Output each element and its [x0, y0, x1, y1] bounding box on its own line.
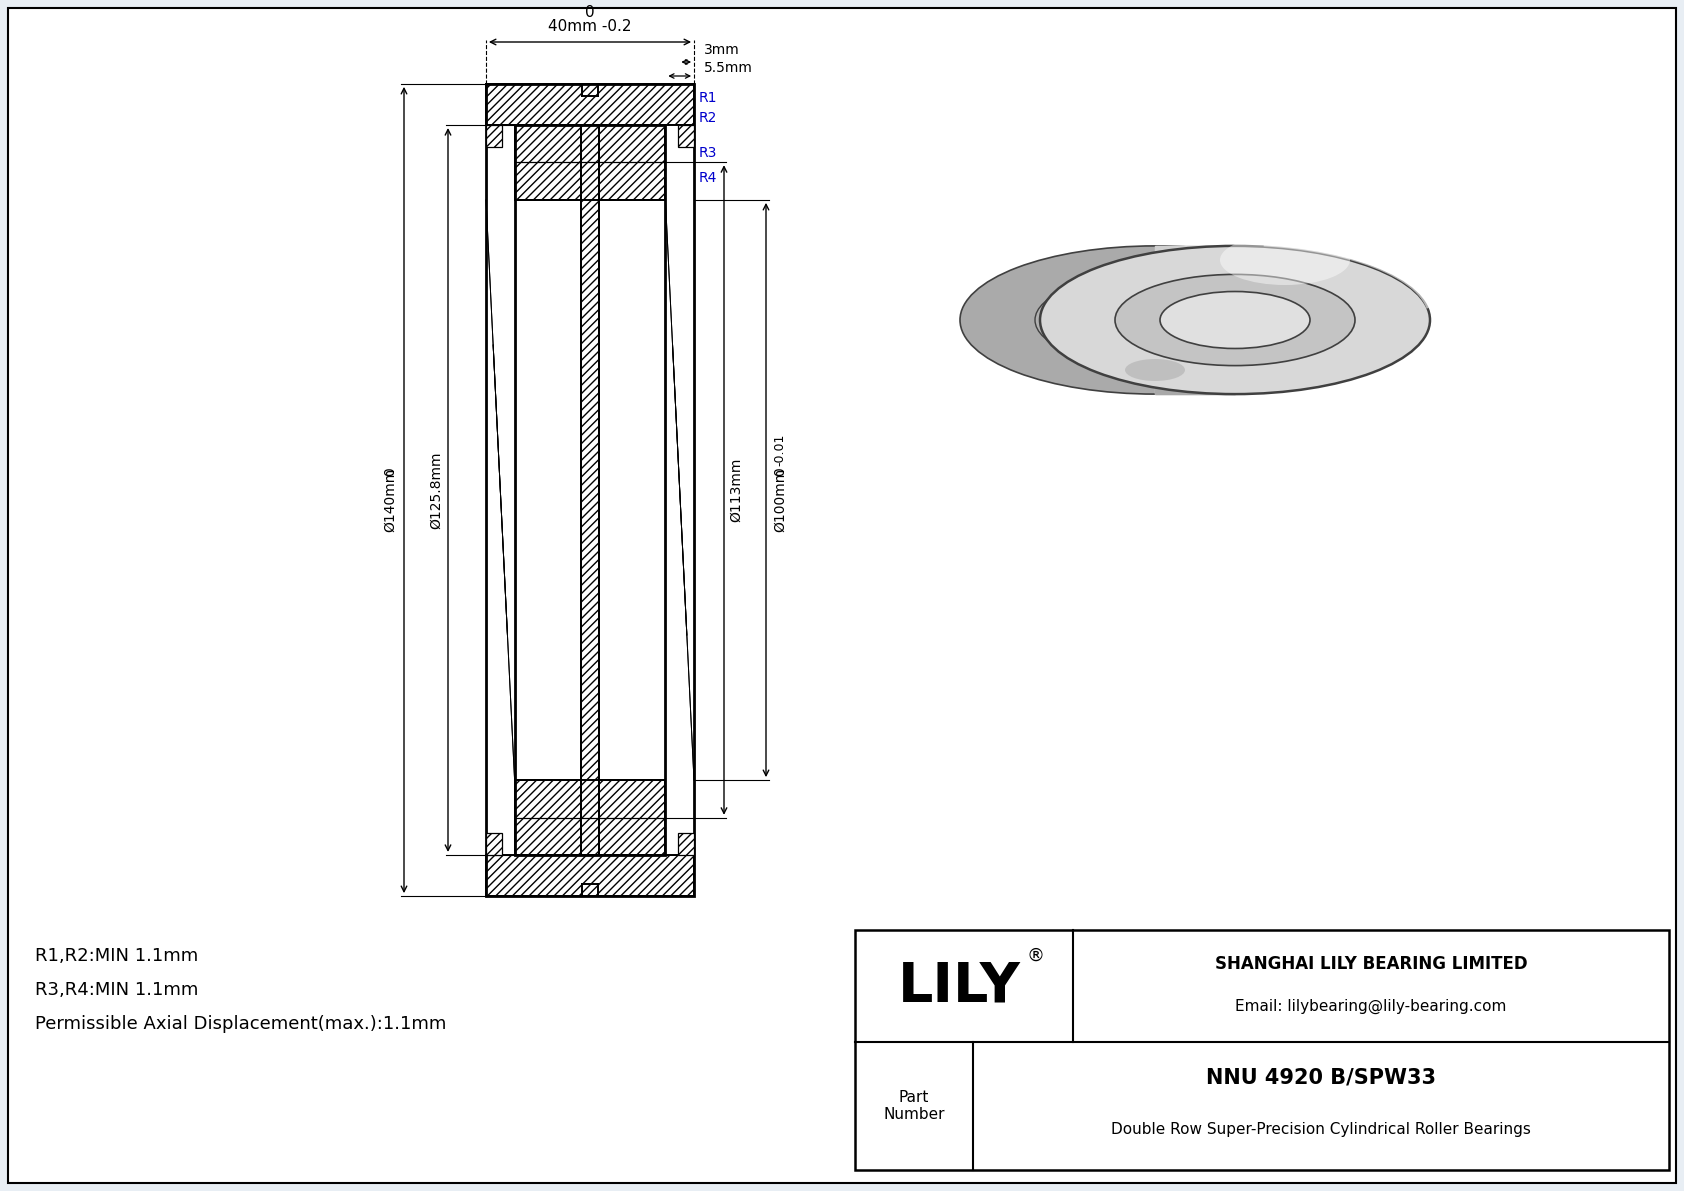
Text: -0.01: -0.01: [773, 434, 786, 466]
Bar: [515, 125, 665, 200]
Bar: [679, 125, 694, 148]
Ellipse shape: [1125, 358, 1186, 381]
Ellipse shape: [1041, 245, 1430, 394]
Text: NNU 4920 B/SPW33: NNU 4920 B/SPW33: [1206, 1068, 1436, 1087]
Polygon shape: [1155, 292, 1234, 349]
Polygon shape: [1155, 274, 1234, 366]
Bar: [487, 125, 502, 148]
Bar: [487, 833, 502, 855]
Text: 5.5mm: 5.5mm: [704, 61, 753, 75]
Text: Ø125.8mm: Ø125.8mm: [429, 451, 443, 529]
Bar: [515, 125, 665, 855]
Ellipse shape: [960, 245, 1351, 394]
Text: Ø100mm: Ø100mm: [773, 468, 786, 532]
Bar: [665, 125, 694, 855]
Bar: [855, 930, 1669, 1170]
Polygon shape: [1155, 245, 1234, 252]
Text: Permissible Axial Displacement(max.):1.1mm: Permissible Axial Displacement(max.):1.1…: [35, 1015, 446, 1033]
Text: 40mm -0.2: 40mm -0.2: [549, 19, 632, 35]
Text: Ø140mm: Ø140mm: [382, 468, 397, 532]
Ellipse shape: [1219, 235, 1351, 285]
Bar: [515, 780, 665, 855]
Bar: [487, 855, 694, 896]
Text: R4: R4: [699, 172, 717, 185]
Text: R1,R2:MIN 1.1mm: R1,R2:MIN 1.1mm: [35, 947, 199, 965]
Bar: [679, 833, 694, 855]
Bar: [581, 125, 600, 855]
Polygon shape: [1155, 245, 1234, 394]
Bar: [581, 125, 600, 855]
Bar: [487, 85, 694, 896]
Bar: [487, 125, 515, 855]
Text: 0: 0: [773, 468, 786, 476]
Ellipse shape: [1079, 292, 1229, 349]
Text: LILY: LILY: [898, 959, 1021, 1014]
Text: R1: R1: [699, 91, 717, 105]
Text: SHANGHAI LILY BEARING LIMITED: SHANGHAI LILY BEARING LIMITED: [1214, 955, 1527, 973]
Text: R3: R3: [699, 146, 717, 160]
Text: 3mm: 3mm: [704, 43, 739, 57]
Ellipse shape: [1160, 292, 1310, 349]
Bar: [665, 200, 694, 780]
Bar: [487, 85, 694, 125]
Text: Double Row Super-Precision Cylindrical Roller Bearings: Double Row Super-Precision Cylindrical R…: [1111, 1122, 1531, 1136]
Ellipse shape: [1115, 274, 1356, 366]
Text: R2: R2: [699, 111, 717, 125]
Text: Part
Number: Part Number: [882, 1090, 945, 1122]
Text: Email: lilybearing@lily-bearing.com: Email: lilybearing@lily-bearing.com: [1236, 998, 1507, 1014]
Text: 0: 0: [584, 5, 594, 20]
Ellipse shape: [1079, 292, 1229, 349]
Text: 0: 0: [382, 468, 397, 476]
Polygon shape: [1155, 388, 1234, 394]
Bar: [487, 200, 515, 780]
Text: ®: ®: [1027, 947, 1044, 965]
Text: Ø113mm: Ø113mm: [729, 457, 743, 522]
Ellipse shape: [1036, 274, 1275, 366]
Text: R3,R4:MIN 1.1mm: R3,R4:MIN 1.1mm: [35, 981, 199, 999]
